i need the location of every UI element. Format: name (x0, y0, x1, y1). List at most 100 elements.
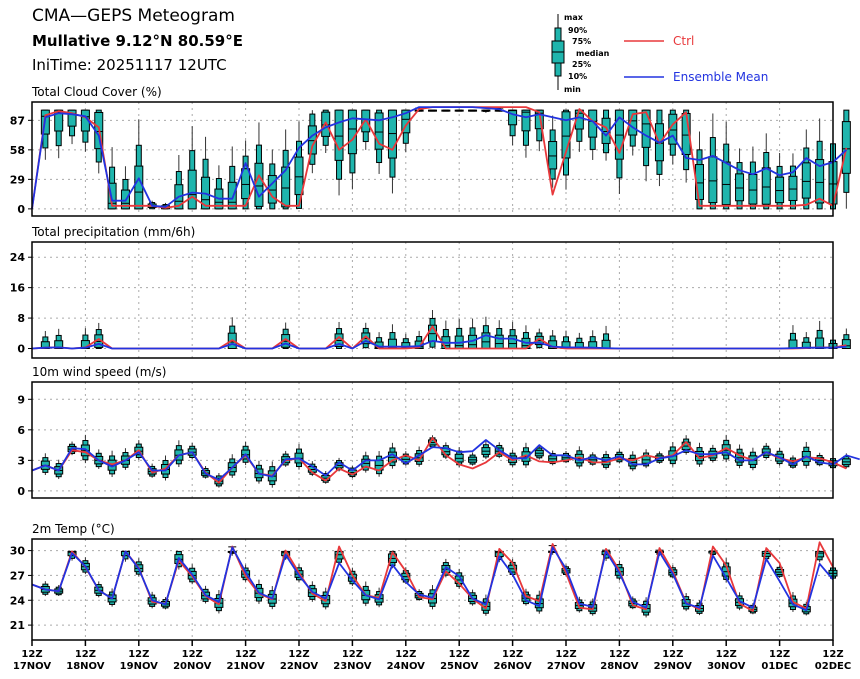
ensemble-box (227, 146, 237, 210)
x-tick-label-hour: 12Z (128, 649, 149, 660)
legend-10-label: 10% (568, 72, 587, 81)
box-25-75 (748, 174, 758, 205)
ensemble-box (735, 148, 745, 210)
box-25-75 (254, 162, 264, 207)
x-tick-label-hour: 12Z (288, 649, 309, 660)
location-label: Mullative 9.12°N 80.59°E (32, 32, 243, 50)
y-tick-label: 30 (10, 545, 26, 558)
legend-box-icon (551, 14, 565, 90)
ensemble-box (174, 155, 184, 210)
ensemble-box (387, 324, 397, 349)
ensemble-box (508, 321, 518, 349)
ensemble-box (721, 121, 731, 210)
box-25-75 (67, 109, 77, 127)
box-25-75 (761, 167, 771, 205)
y-tick-label: 6 (17, 424, 25, 437)
x-tick-label-hour: 12Z (555, 649, 576, 660)
y-tick-label: 27 (10, 569, 25, 582)
ensemble-box (294, 121, 304, 209)
legend-75-label: 75% (572, 37, 591, 46)
box-25-75 (628, 109, 638, 136)
panel-frame (31, 241, 834, 359)
meteogram-title: CMA—GEPS Meteogram (32, 6, 235, 26)
x-tick-label-hour: 12Z (182, 649, 203, 660)
ensemble-box (601, 325, 611, 349)
box-25-75 (788, 175, 798, 201)
panel-1: Total Cloud Cover (%) 0 29 58 87 (10, 85, 851, 217)
box-25-75 (468, 109, 478, 112)
x-tick-label-date: 21NOV (226, 661, 265, 672)
ensemble-box (534, 445, 544, 460)
x-tick-label-date: 27NOV (547, 661, 586, 672)
x-tick-label-date: 01DEC (761, 661, 797, 672)
ensemble-mean-line (31, 106, 848, 210)
ensemble-box (294, 443, 304, 470)
init-time-label: IniTime: 20251117 12UTC (32, 56, 227, 74)
box-25-75 (334, 109, 344, 161)
legend-mean-label: Ensemble Mean (673, 70, 768, 84)
x-tick-label-hour: 12Z (609, 649, 630, 660)
ensemble-box (788, 325, 798, 349)
x-tick-label-date: 24NOV (387, 661, 426, 672)
box-25-75 (841, 121, 851, 174)
box-25-75 (815, 550, 825, 558)
y-tick-label: 3 (17, 454, 25, 467)
y-tick-label: 87 (10, 114, 25, 127)
ensemble-box (841, 453, 851, 469)
panel-title: Total Cloud Cover (%) (31, 85, 162, 99)
ensemble-box (668, 109, 678, 165)
ensemble-mean-line (31, 546, 834, 612)
panel-title: 2m Temp (°C) (32, 522, 115, 536)
ensemble-box (748, 146, 758, 210)
ensemble-box (695, 131, 704, 210)
ensemble-box (54, 109, 64, 159)
box-25-75 (294, 156, 304, 196)
ensemble-box (201, 136, 211, 210)
ensemble-box (761, 133, 771, 210)
ensemble-box (454, 318, 464, 349)
x-tick-label-date: 17NOV (13, 661, 52, 672)
box-25-75 (801, 162, 811, 199)
panel-title: Total precipitation (mm/6h) (31, 225, 195, 239)
box-25-75 (708, 156, 718, 204)
legend: max 90% 75% median 25% 10% min Ctrl Ense… (551, 13, 768, 94)
ensemble-box (120, 166, 130, 210)
box-25-75 (227, 181, 237, 210)
box-25-75 (387, 109, 397, 159)
ensemble-box (468, 318, 478, 349)
x-tick-label-date: 20NOV (173, 661, 212, 672)
ensemble-box (40, 453, 50, 475)
x-tick-label-hour: 12Z (502, 649, 523, 660)
box-25-75 (508, 109, 518, 126)
y-tick-label: 0 (17, 203, 25, 216)
ensemble-box (708, 113, 718, 210)
panel-frame (31, 101, 834, 217)
box-25-75 (441, 109, 451, 112)
ensemble-box (134, 119, 144, 210)
box-25-75 (187, 169, 197, 210)
ensemble-mean-line (31, 439, 860, 481)
ensemble-box (347, 109, 357, 190)
ensemble-box (788, 153, 798, 210)
ensemble-box (521, 325, 531, 349)
box-25-75 (548, 141, 558, 170)
x-tick-label-hour: 12Z (449, 649, 470, 660)
box-25-75 (841, 339, 851, 349)
box-25-75 (54, 109, 64, 132)
ensemble-box (801, 332, 811, 349)
box-25-75 (134, 165, 144, 210)
y-tick-label: 0 (17, 342, 25, 355)
x-tick-label-date: 29NOV (654, 661, 693, 672)
y-tick-label: 9 (17, 393, 25, 406)
x-tick-label-hour: 12Z (342, 649, 363, 660)
ensemble-box (40, 330, 50, 349)
box-25-75 (481, 109, 491, 112)
ensemble-box (321, 109, 331, 153)
x-tick-label-date: 28NOV (600, 661, 639, 672)
x-tick-label-date: 26NOV (493, 661, 532, 672)
ensemble-box (174, 440, 184, 468)
ensemble-box (214, 165, 224, 210)
ensemble-box (481, 316, 491, 349)
x-tick-label-hour: 12Z (662, 649, 683, 660)
legend-max-label: max (564, 13, 584, 22)
